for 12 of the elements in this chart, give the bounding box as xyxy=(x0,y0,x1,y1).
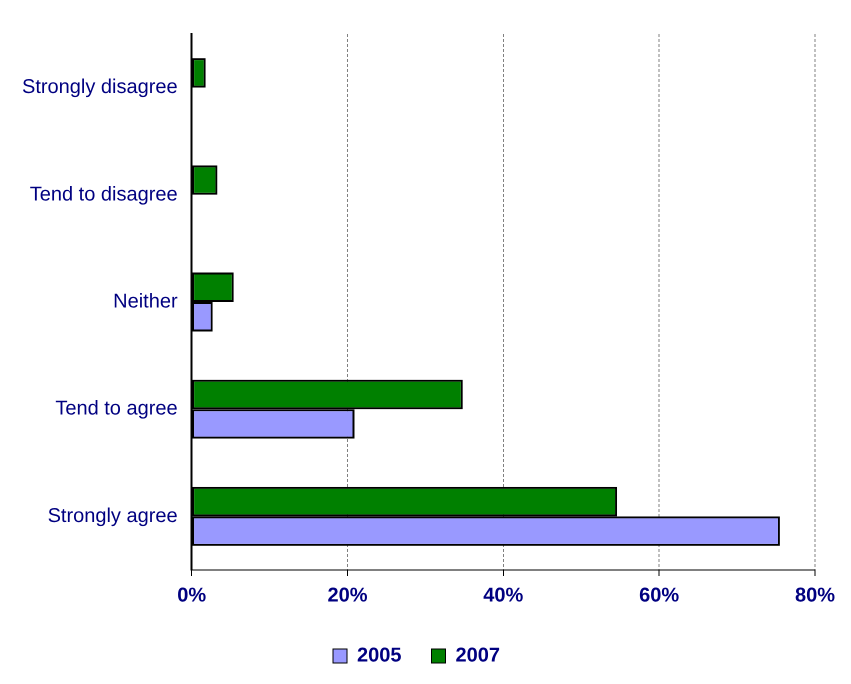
y-tick-label: Neither xyxy=(113,290,178,313)
x-tick-label: 0% xyxy=(177,584,206,607)
y-tick-label: Tend to agree xyxy=(55,398,178,420)
x-tick-label: 20% xyxy=(327,584,368,607)
x-tick-label: 60% xyxy=(639,584,680,607)
y-tick-label: Strongly disagree xyxy=(22,76,178,98)
x-tick-label: 80% xyxy=(794,584,836,607)
legend-label: 2007 xyxy=(456,644,500,667)
x-tick-label: 40% xyxy=(483,584,524,607)
y-tick-label: Strongly agree xyxy=(48,504,178,527)
y-tick-label: Tend to disagree xyxy=(30,183,178,206)
legend-label: 2005 xyxy=(357,644,402,667)
